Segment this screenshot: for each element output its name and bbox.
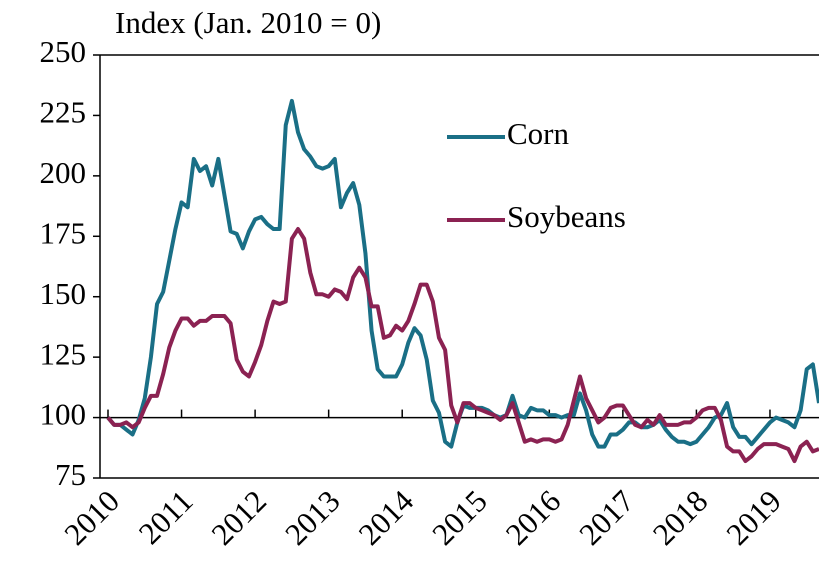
x-tick-label: 2017 [572,483,641,552]
x-tick-label: 2011 [132,483,200,551]
data-line [106,98,819,449]
y-tick-label: 225 [40,95,87,130]
y-tick-label: 100 [40,397,87,432]
legend-label: Soybeans [507,199,626,234]
y-tick-label: 75 [55,457,86,492]
x-tick-label: 2015 [425,483,494,552]
x-tick-label: 2016 [499,483,568,552]
x-tick-label: 2018 [646,483,715,552]
y-tick-label: 175 [40,215,87,250]
x-tick-label: 2012 [204,483,273,552]
data-line [106,227,819,464]
y-tick-label: 125 [40,336,87,371]
x-tick-label: 2014 [352,483,421,552]
x-tick-label: 2010 [57,483,126,552]
y-tick-label: 250 [40,34,87,69]
y-tick-label: 150 [40,276,87,311]
chart-title: Index (Jan. 2010 = 0) [115,5,381,40]
legend-label: Corn [507,116,570,151]
x-tick-label: 2013 [278,483,347,552]
x-tick-label: 2019 [719,483,788,552]
y-tick-label: 200 [40,155,87,190]
